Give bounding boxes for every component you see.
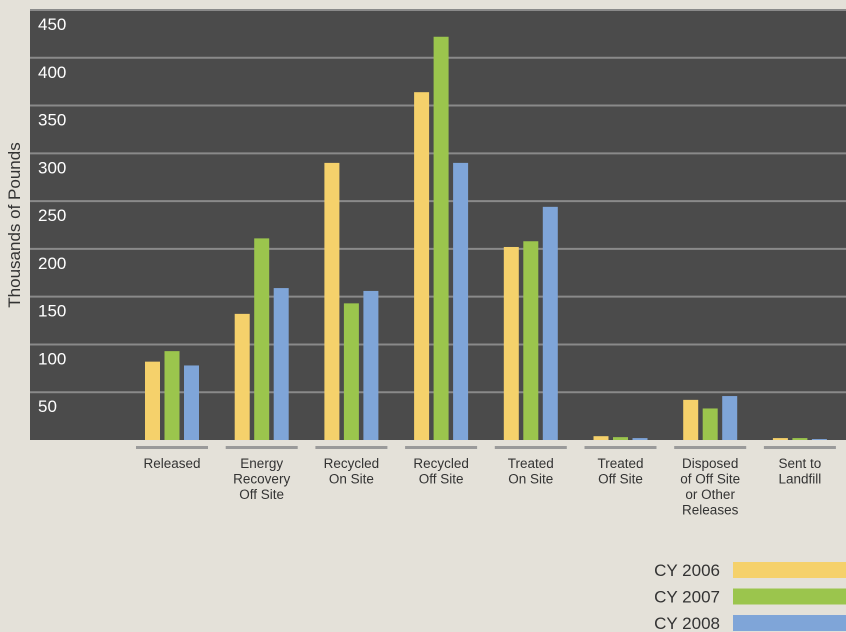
y-tick-label: 450 [38, 15, 66, 34]
x-tick-label: Sent to [779, 456, 822, 471]
x-tick-label: Treated [508, 456, 554, 471]
bar [184, 365, 199, 440]
x-tick-label: Disposed [682, 456, 738, 471]
bar [414, 92, 430, 440]
bar [503, 246, 519, 440]
category-underline [405, 446, 478, 449]
x-tick-label: Treated [597, 456, 643, 471]
bar [433, 36, 449, 440]
x-tick-label: On Site [329, 472, 374, 487]
category-underline [225, 446, 298, 449]
bar [363, 290, 379, 440]
x-tick-label: Landfill [779, 472, 822, 487]
x-tick-label: Off Site [419, 472, 464, 487]
category-underline [674, 446, 747, 449]
x-tick-label: or Other [685, 487, 735, 502]
legend-label: CY 2007 [654, 588, 720, 607]
legend-label: CY 2008 [654, 614, 720, 632]
bar [683, 399, 699, 440]
y-tick-label: 200 [38, 254, 66, 273]
y-tick-label: 350 [38, 111, 66, 130]
y-tick-label: 150 [38, 302, 66, 321]
bar [523, 241, 539, 440]
bar [164, 351, 180, 440]
category-underline [315, 446, 388, 449]
bar [702, 408, 718, 440]
bar [613, 437, 628, 440]
bar [254, 238, 270, 440]
x-tick-label: Released [143, 456, 200, 471]
x-tick-label: Recovery [233, 472, 290, 487]
x-tick-label: Recycled [324, 456, 380, 471]
x-tick-label: Recycled [413, 456, 469, 471]
bar [792, 438, 808, 440]
y-tick-label: 100 [38, 349, 66, 368]
x-tick-label: Off Site [598, 472, 643, 487]
legend-swatch [733, 615, 846, 631]
y-tick-label: 400 [38, 63, 66, 82]
legend-swatch [733, 588, 846, 605]
legend-label: CY 2006 [654, 561, 720, 580]
bar [273, 288, 289, 440]
y-tick-label: 300 [38, 158, 66, 177]
bar [145, 361, 160, 440]
legend-swatch [733, 562, 846, 578]
bar [593, 436, 609, 440]
bar [632, 438, 648, 440]
category-underline [494, 446, 567, 449]
bar [722, 396, 738, 440]
bar [324, 162, 340, 440]
x-tick-label: On Site [508, 472, 553, 487]
bar [234, 313, 250, 440]
bar [772, 438, 788, 440]
x-tick-label: Off Site [239, 487, 284, 502]
y-tick-label: 250 [38, 206, 66, 225]
y-axis-label: Thousands of Pounds [5, 142, 24, 307]
category-underline [136, 446, 208, 449]
bar [811, 439, 827, 440]
category-underline [763, 446, 836, 449]
x-tick-label: of Off Site [680, 472, 740, 487]
bar [542, 206, 558, 440]
bar [453, 162, 469, 440]
bar [343, 303, 359, 440]
y-tick-label: 50 [38, 397, 57, 416]
x-tick-label: Energy [240, 456, 283, 471]
x-tick-label: Releases [682, 503, 739, 518]
category-underline [584, 446, 657, 449]
